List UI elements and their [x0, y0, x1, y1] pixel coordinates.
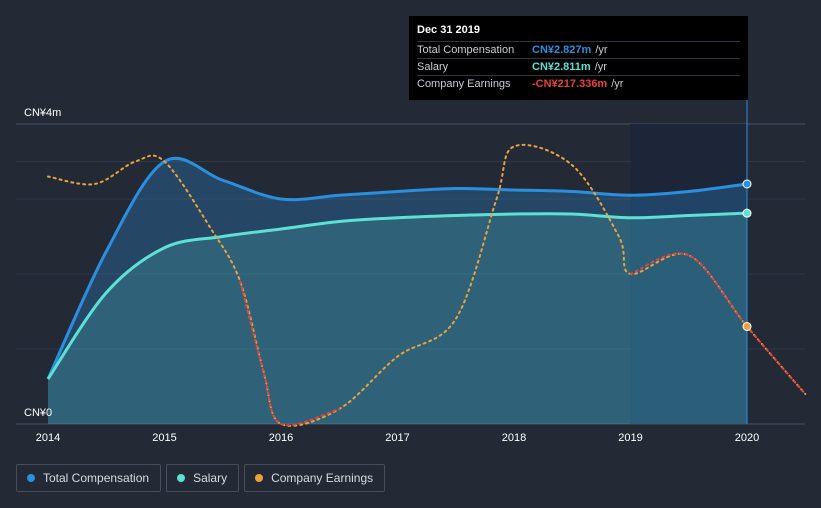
legend-dot-icon: [27, 474, 35, 482]
total-compensation-line: [46, 156, 748, 380]
legend-label: Total Compensation: [43, 471, 150, 485]
series-areas: [48, 158, 747, 424]
tooltip-row-total-compensation: Total Compensation CN¥2.827m /yr: [417, 41, 740, 58]
x-axis-ticks: 2014 2015 2016 2017 2018 2019 2020: [36, 432, 759, 444]
tooltip-unit: /yr: [594, 61, 607, 73]
series-lines: [46, 143, 807, 427]
legend-dot-icon: [255, 474, 264, 482]
x-tick-label: 2019: [618, 432, 642, 444]
salary-line: [46, 211, 748, 380]
tooltip-value: CN¥2.827m: [532, 44, 592, 56]
tooltip-unit: /yr: [595, 44, 608, 56]
forecast-highlight-band: [630, 124, 747, 424]
tooltip-label: Salary: [417, 61, 449, 73]
tooltip-date: Dec 31 2019: [417, 24, 480, 36]
salary-area: [48, 213, 747, 424]
tooltip-row-company-earnings: Company Earnings -CN¥217.336m /yr: [417, 75, 740, 92]
compensation-chart: CN¥4m CN¥0 2014 2015 2016 2017 2018 2019 2020: [16, 100, 807, 444]
company-earnings-line: [47, 143, 807, 427]
company-earnings-negative-segment: [629, 252, 807, 395]
tooltip-unit: /yr: [611, 78, 624, 90]
y-axis-bottom-label: CN¥0: [24, 407, 52, 419]
tooltip-row-salary: Salary CN¥2.811m /yr: [417, 58, 740, 75]
legend-item-company-earnings[interactable]: Company Earnings: [244, 464, 386, 492]
tooltip-value: -CN¥217.336m: [532, 78, 608, 90]
x-tick-label: 2016: [269, 432, 293, 444]
legend-item-salary[interactable]: Salary: [166, 464, 240, 492]
y-axis-top-label: CN¥4m: [24, 107, 61, 119]
tooltip-label: Company Earnings: [417, 78, 511, 90]
total-compensation-area: [48, 158, 747, 424]
x-tick-label: 2014: [36, 432, 60, 444]
total-compensation-marker: [742, 179, 752, 189]
tooltip-value: CN¥2.811m: [532, 61, 591, 73]
x-tick-label: 2017: [385, 432, 409, 444]
tooltip-label: Total Compensation: [417, 44, 515, 56]
legend-label: Company Earnings: [271, 471, 374, 485]
company-earnings-marker: [742, 322, 752, 331]
x-tick-label: 2020: [735, 432, 759, 444]
legend-dot-icon: [177, 474, 186, 482]
legend-label: Salary: [193, 471, 228, 485]
x-tick-label: 2015: [152, 432, 176, 444]
company-earnings-negative-segment: [239, 280, 341, 427]
salary-marker: [742, 208, 752, 218]
hover-markers: [742, 179, 752, 331]
x-tick-label: 2018: [502, 432, 526, 444]
hover-tooltip: Dec 31 2019 Total Compensation CN¥2.827m…: [409, 16, 748, 100]
legend-item-total-compensation[interactable]: Total Compensation: [16, 464, 162, 492]
chart-legend: Total Compensation Salary Company Earnin…: [16, 464, 386, 492]
